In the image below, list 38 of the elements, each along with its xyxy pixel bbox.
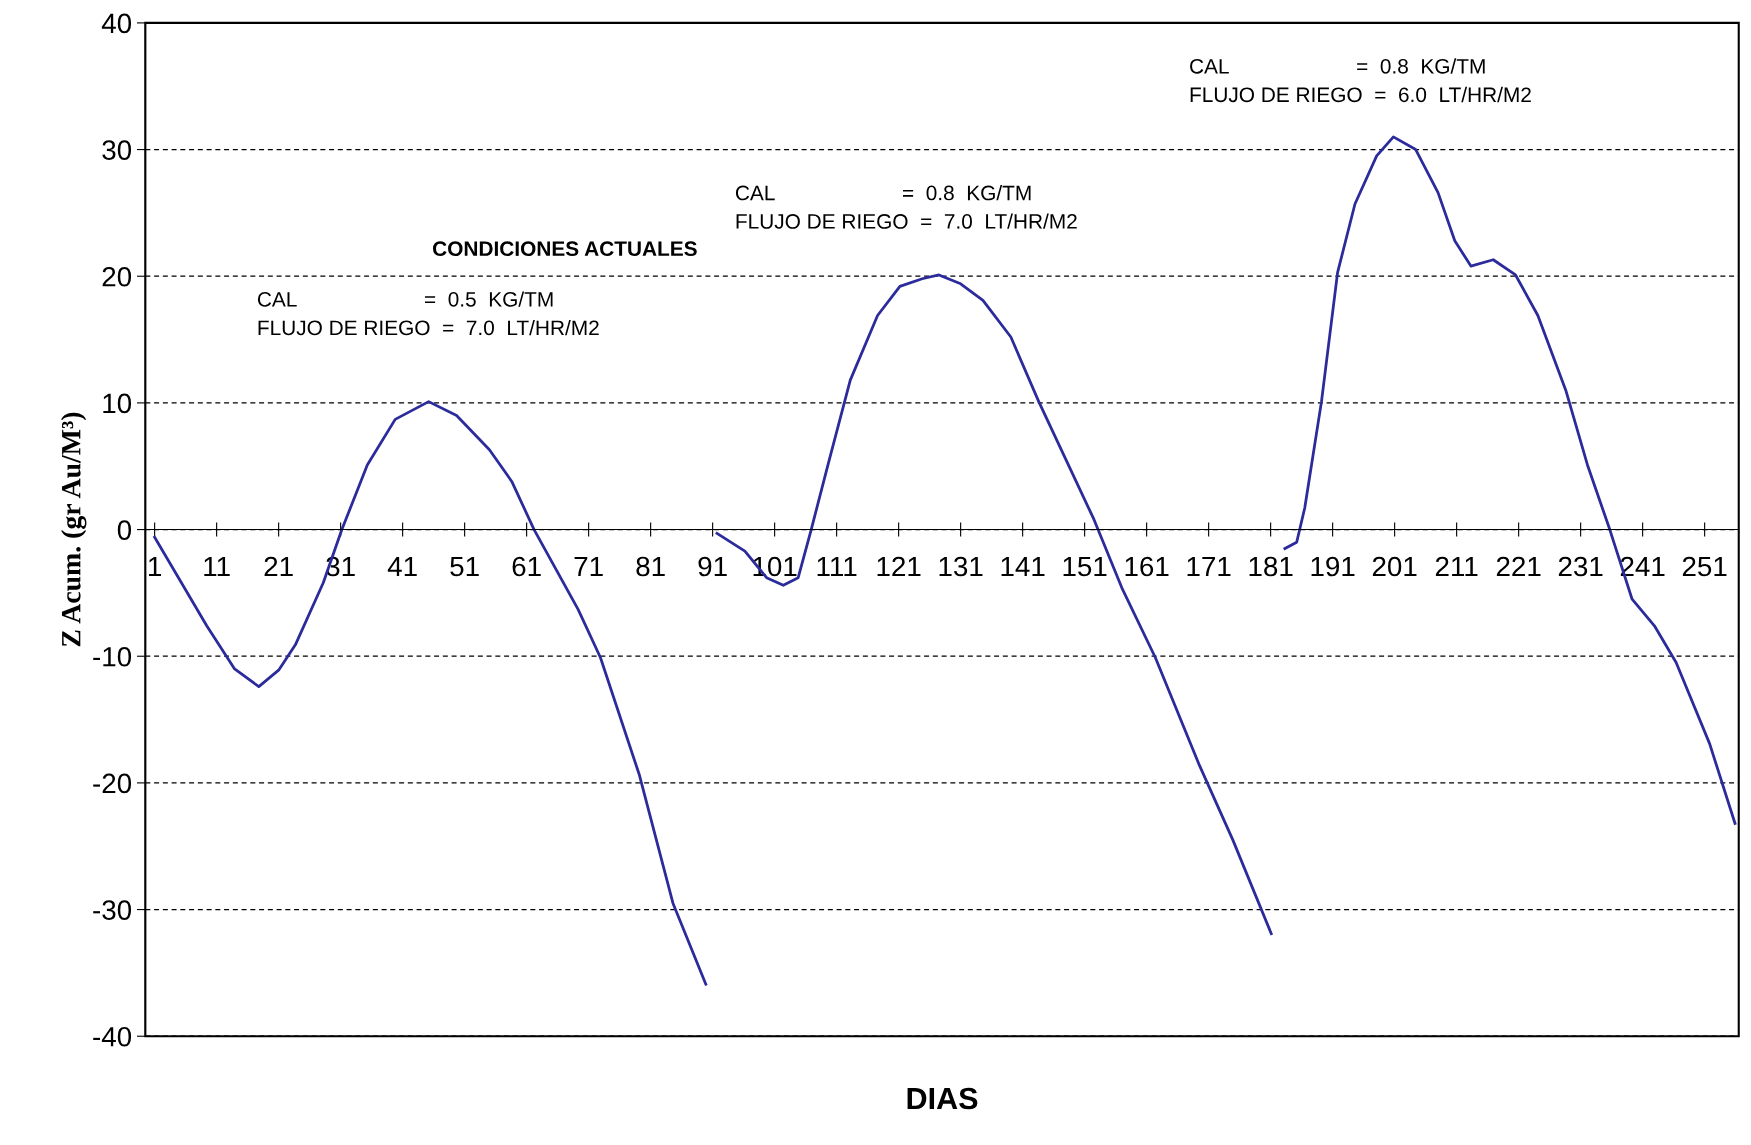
x-tick-label: 141 bbox=[1001, 556, 1045, 577]
x-tick-label: 21 bbox=[264, 556, 293, 577]
x-tick-label: 131 bbox=[939, 556, 983, 577]
annotation: CAL = 0.8 KG/TM FLUJO DE RIEGO = 7.0 LT/HR/M2 bbox=[735, 185, 1077, 229]
x-tick-label: 181 bbox=[1249, 556, 1293, 577]
y-tick-label: 40 bbox=[101, 13, 132, 34]
y-tick-label: 30 bbox=[102, 140, 132, 160]
x-tick-label: 191 bbox=[1311, 556, 1355, 577]
x-tick-label: 221 bbox=[1496, 556, 1541, 577]
x-tick-label: 121 bbox=[877, 556, 921, 577]
x-tick-label: 111 bbox=[817, 556, 857, 577]
x-tick-label: 161 bbox=[1125, 556, 1169, 577]
y-tick-label: 0 bbox=[117, 520, 132, 540]
x-tick-label: 231 bbox=[1558, 556, 1603, 577]
annotation: CAL = 0.5 KG/TM FLUJO DE RIEGO = 7.0 LT/HR/M2 bbox=[257, 291, 599, 336]
y-tick-label: -20 bbox=[93, 773, 132, 794]
x-tick-label: 251 bbox=[1682, 556, 1727, 577]
x-tick-label: 51 bbox=[450, 556, 479, 577]
y-tick-label: -40 bbox=[93, 1026, 132, 1047]
x-tick-label: 201 bbox=[1372, 556, 1417, 577]
x-tick-label: 171 bbox=[1187, 556, 1231, 577]
x-tick-label: 151 bbox=[1063, 556, 1107, 577]
x-tick-label: 91 bbox=[698, 556, 727, 577]
annotation: CONDICIONES ACTUALES bbox=[433, 241, 697, 257]
y-tick-label: 10 bbox=[103, 393, 132, 414]
x-axis-title: DIAS bbox=[907, 1087, 978, 1110]
annotation: CAL = 0.8 KG/TM FLUJO DE RIEGO = 6.0 LT/HR/M2 bbox=[1190, 58, 1531, 103]
x-tick-label: 11 bbox=[204, 556, 230, 577]
x-tick-label: 211 bbox=[1435, 556, 1478, 577]
x-tick-label: 61 bbox=[512, 556, 541, 577]
y-tick-label: -30 bbox=[93, 900, 132, 920]
x-tick-label: 1 bbox=[149, 556, 161, 577]
x-tick-label: 81 bbox=[636, 556, 665, 577]
x-tick-label: 41 bbox=[387, 556, 417, 577]
y-tick-label: 20 bbox=[102, 266, 132, 287]
x-tick-label: 71 bbox=[574, 556, 603, 577]
y-axis-title: Z Acum. (gr Au/M³) bbox=[61, 412, 87, 647]
y-tick-label: -10 bbox=[93, 646, 132, 667]
